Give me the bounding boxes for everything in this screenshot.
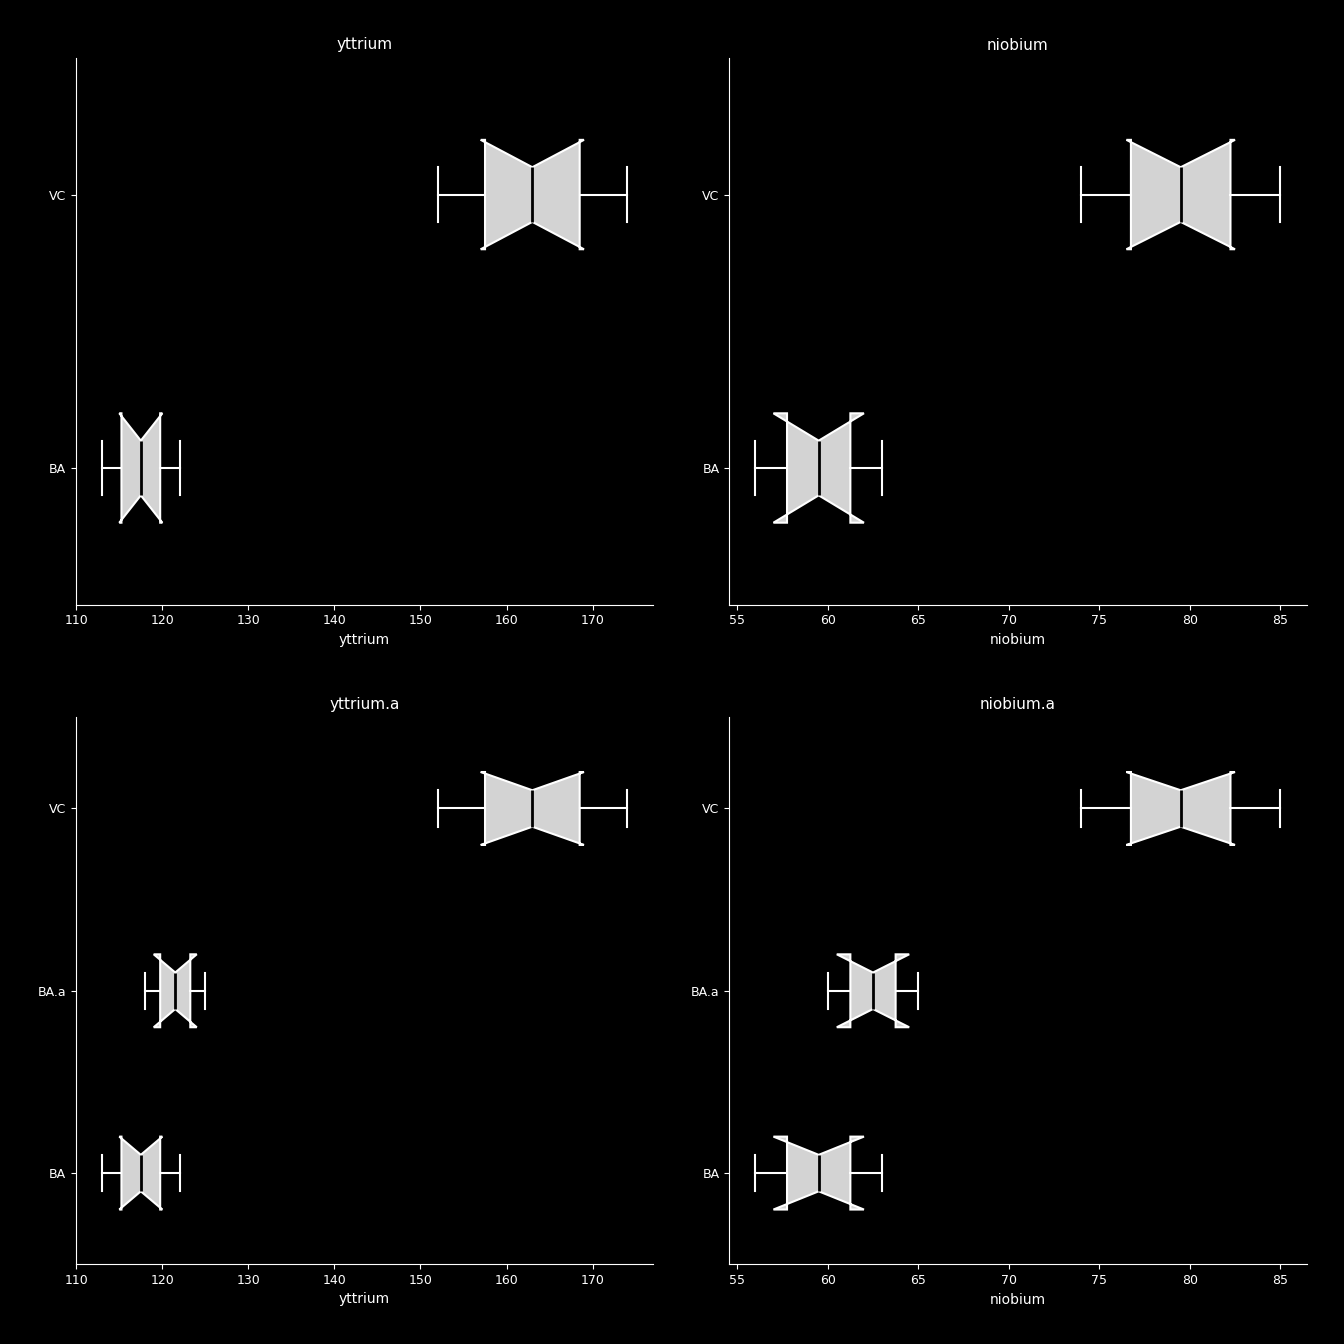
X-axis label: niobium: niobium xyxy=(989,633,1046,646)
PathPatch shape xyxy=(773,1137,864,1210)
PathPatch shape xyxy=(837,954,909,1027)
PathPatch shape xyxy=(481,140,585,249)
X-axis label: yttrium: yttrium xyxy=(339,633,390,646)
PathPatch shape xyxy=(481,771,585,845)
PathPatch shape xyxy=(1126,771,1235,845)
PathPatch shape xyxy=(153,954,196,1027)
PathPatch shape xyxy=(1126,140,1235,249)
X-axis label: yttrium: yttrium xyxy=(339,1293,390,1306)
Title: niobium.a: niobium.a xyxy=(980,698,1056,712)
Title: niobium: niobium xyxy=(986,38,1048,52)
PathPatch shape xyxy=(120,1137,163,1210)
Title: yttrium.a: yttrium.a xyxy=(329,698,399,712)
PathPatch shape xyxy=(120,414,163,523)
PathPatch shape xyxy=(782,414,864,523)
Title: yttrium: yttrium xyxy=(336,38,392,52)
X-axis label: niobium: niobium xyxy=(989,1293,1046,1306)
